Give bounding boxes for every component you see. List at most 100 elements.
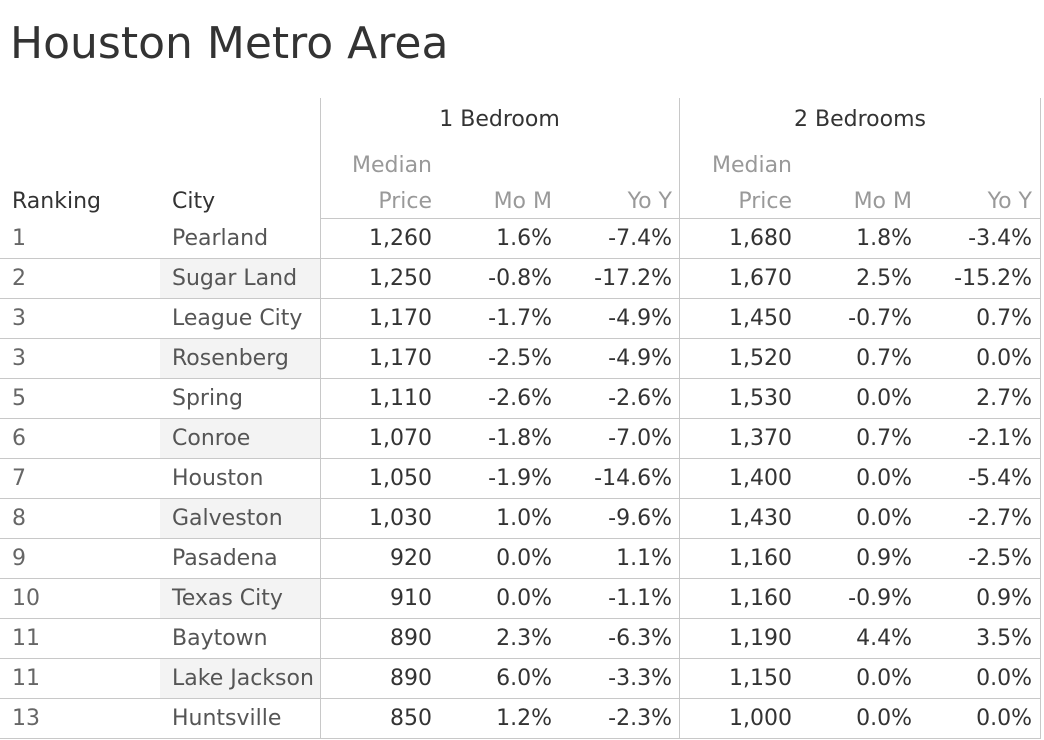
cell-2br-median-price: 1,530 [729,386,792,411]
cell-1br-mom: 2.3% [496,626,552,651]
table-row: 7 Houston 1,050 -1.9% -14.6% 1,400 0.0% -5.4% [0,459,1041,499]
cell-ranking: 7 [12,466,26,491]
cell-2br-mom: 0.9% [856,546,912,571]
table-row: 5 Spring 1,110 -2.6% -2.6% 1,530 0.0% 2.7% [0,379,1041,419]
cell-2br-mom: 0.0% [856,386,912,411]
cell-1br-yoy: -1.1% [608,586,672,611]
cell-2br-median-price: 1,400 [729,466,792,491]
cell-1br-median-price: 1,030 [369,506,432,531]
group-header-2-bedrooms: 2 Bedrooms [794,107,926,132]
column-header-2br-median-line2: Price [738,189,792,214]
cell-1br-yoy: 1.1% [616,546,672,571]
cell-1br-mom: -1.7% [488,306,552,331]
cell-2br-mom: 0.7% [856,426,912,451]
cell-2br-median-price: 1,450 [729,306,792,331]
cell-1br-mom: -2.5% [488,346,552,371]
table-row: 8 Galveston 1,030 1.0% -9.6% 1,430 0.0% -2.7% [0,499,1041,539]
column-header-city: City [172,189,216,214]
cell-city: Baytown [172,626,268,651]
cell-ranking: 5 [12,386,26,411]
cell-1br-mom: -2.6% [488,386,552,411]
cell-1br-mom: -1.8% [488,426,552,451]
table-row: 6 Conroe 1,070 -1.8% -7.0% 1,370 0.7% -2.1% [0,419,1041,459]
column-header-2br-yoy: Yo Y [987,189,1032,214]
cell-ranking: 3 [12,346,26,371]
cell-city: Conroe [172,426,251,451]
cell-1br-mom: 0.0% [496,546,552,571]
cell-1br-median-price: 1,250 [369,266,432,291]
city-band [160,419,320,458]
cell-1br-yoy: -3.3% [608,666,672,691]
cell-1br-mom: 1.6% [496,226,552,251]
cell-2br-median-price: 1,160 [729,546,792,571]
cell-1br-yoy: -9.6% [608,506,672,531]
cell-ranking: 9 [12,546,26,571]
cell-2br-yoy: -5.4% [968,466,1032,491]
row-rule [0,298,1041,299]
cell-1br-mom: 1.0% [496,506,552,531]
table-row: 3 League City 1,170 -1.7% -4.9% 1,450 -0.7% 0.7… [0,299,1041,339]
cell-city: Rosenberg [172,346,289,371]
row-rule [0,418,1041,419]
cell-ranking: 13 [12,706,40,731]
cell-2br-median-price: 1,370 [729,426,792,451]
city-band [160,259,320,298]
city-band [160,579,320,618]
table-row: 2 Sugar Land 1,250 -0.8% -17.2% 1,670 2.5% -15.… [0,259,1041,299]
cell-2br-mom: 0.0% [856,666,912,691]
cell-1br-median-price: 1,050 [369,466,432,491]
row-rule [0,578,1041,579]
column-header-1br-median-line2: Price [378,189,432,214]
cell-1br-mom: -1.9% [488,466,552,491]
column-header-2br-median: Median Price [690,148,792,220]
cell-2br-median-price: 1,160 [729,586,792,611]
group-header-1-bedroom: 1 Bedroom [439,107,560,132]
cell-1br-yoy: -4.9% [608,346,672,371]
column-header-2br-mom: Mo M [853,189,912,214]
cell-2br-mom: 2.5% [856,266,912,291]
cell-1br-mom: -0.8% [488,266,552,291]
cell-1br-median-price: 1,260 [369,226,432,251]
cell-1br-yoy: -17.2% [594,266,672,291]
table-row: 11 Lake Jackson 890 6.0% -3.3% 1,150 0.0% 0.0% [0,659,1041,699]
cell-1br-mom: 1.2% [496,706,552,731]
cell-ranking: 11 [12,626,40,651]
header-rule [320,218,1041,219]
cell-1br-median-price: 1,110 [369,386,432,411]
cell-2br-mom: 0.0% [856,466,912,491]
cell-1br-yoy: -4.9% [608,306,672,331]
cell-2br-mom: 0.7% [856,346,912,371]
column-header-1br-mom: Mo M [493,189,552,214]
cell-ranking: 11 [12,666,40,691]
cell-1br-median-price: 920 [390,546,432,571]
cell-2br-mom: 0.0% [856,706,912,731]
cell-2br-yoy: -2.7% [968,506,1032,531]
cell-2br-yoy: 0.0% [976,346,1032,371]
row-rule [0,498,1041,499]
cell-2br-median-price: 1,000 [729,706,792,731]
cell-2br-yoy: -15.2% [954,266,1032,291]
cell-1br-median-price: 1,070 [369,426,432,451]
column-header-1br-median-line1: Median [351,153,432,178]
cell-city: Pearland [172,226,269,251]
column-header-1br-median: Median Price [330,148,432,220]
table-row: 11 Baytown 890 2.3% -6.3% 1,190 4.4% 3.5% [0,619,1041,659]
cell-2br-yoy: -3.4% [968,226,1032,251]
cell-city: Texas City [172,586,283,611]
cell-city: Spring [172,386,243,411]
cell-1br-yoy: -14.6% [594,466,672,491]
cell-1br-yoy: -2.3% [608,706,672,731]
cell-2br-yoy: 2.7% [976,386,1032,411]
city-band [160,659,320,698]
table-row: 1 Pearland 1,260 1.6% -7.4% 1,680 1.8% -3.4% [0,219,1041,259]
column-header-1br-yoy: Yo Y [627,189,672,214]
cell-2br-median-price: 1,520 [729,346,792,371]
row-rule [0,458,1041,459]
cell-2br-yoy: -2.1% [968,426,1032,451]
table-row: 9 Pasadena 920 0.0% 1.1% 1,160 0.9% -2.5% [0,539,1041,579]
cell-2br-mom: 1.8% [856,226,912,251]
cell-ranking: 1 [12,226,26,251]
cell-2br-yoy: 0.7% [976,306,1032,331]
cell-2br-median-price: 1,670 [729,266,792,291]
city-band [160,499,320,538]
